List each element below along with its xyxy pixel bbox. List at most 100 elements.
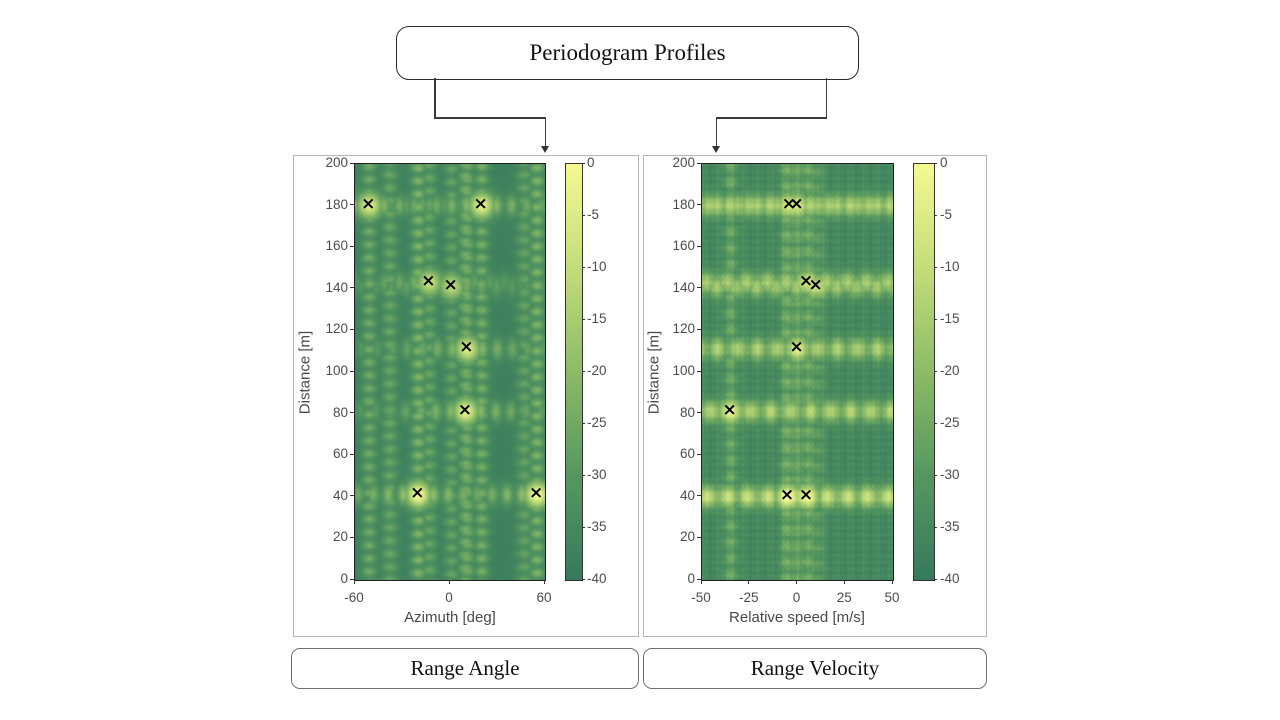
colorbar-tick-label: -15	[587, 311, 607, 326]
target-marker: ×	[779, 484, 795, 505]
y-tick-label: 0	[687, 571, 695, 586]
x-tick-label: 0	[445, 590, 453, 605]
colorbar-tick	[934, 578, 937, 580]
colorbar-tick	[582, 318, 585, 320]
target-marker: ×	[459, 337, 474, 358]
x-tick	[353, 580, 355, 584]
y-tick	[697, 370, 701, 372]
y-tick-label: 160	[672, 238, 695, 254]
colorbar-tick-label: -10	[587, 259, 607, 274]
y-tick	[697, 536, 701, 538]
connector-right-drop	[825, 78, 827, 118]
target-marker: ×	[457, 399, 472, 420]
colorbar-tick-label: -40	[940, 571, 960, 586]
arrow-down-icon	[540, 146, 549, 153]
colorbar-tick	[582, 526, 585, 528]
colorbar-tick-label: -25	[587, 415, 607, 430]
range-velocity-heatmap	[702, 164, 893, 580]
colorbar-tick-label: -5	[940, 207, 953, 222]
colorbar-tick	[582, 214, 585, 216]
colorbar-tick	[582, 266, 585, 268]
colorbar-tick-label: -35	[940, 519, 960, 534]
colorbar-tick	[934, 266, 937, 268]
y-tick	[697, 412, 701, 414]
colorbar-tick	[934, 214, 937, 216]
y-tick-label: 60	[332, 446, 348, 462]
colorbar-tick	[934, 474, 937, 476]
y-tick-label: 140	[325, 279, 348, 295]
x-tick-label: 50	[884, 590, 900, 605]
y-tick-label: 80	[332, 404, 348, 420]
y-tick	[350, 204, 354, 206]
connector-right-horizontal	[716, 117, 827, 119]
x-tick-label: -50	[691, 590, 711, 605]
y-tick	[350, 245, 354, 247]
colorbar-tick-label: 0	[940, 155, 948, 170]
connector-left-down	[544, 117, 546, 147]
colorbar-tick	[934, 318, 937, 320]
y-tick	[350, 412, 354, 414]
colorbar-tick-label: -10	[940, 259, 960, 274]
target-marker: ×	[722, 399, 737, 420]
target-marker: ×	[443, 274, 458, 295]
colorbar-tick	[934, 422, 937, 424]
y-tick-label: 180	[672, 196, 695, 212]
y-tick	[697, 245, 701, 247]
y-tick	[697, 328, 701, 330]
y-tick-label: 20	[332, 529, 348, 545]
target-marker: ×	[798, 484, 814, 505]
y-tick-label: 40	[679, 487, 695, 503]
colorbar-tick	[582, 474, 585, 476]
y-tick	[350, 453, 354, 455]
target-marker: ×	[421, 270, 436, 291]
y-tick-label: 80	[679, 404, 695, 420]
y-tick	[350, 495, 354, 497]
colorbar-tick	[934, 162, 937, 164]
y-tick	[697, 495, 701, 497]
x-tick	[700, 580, 702, 584]
colorbar-tick-label: -25	[940, 415, 960, 430]
connector-left-drop	[434, 78, 436, 118]
colorbar-tick	[582, 370, 585, 372]
x-tick-label: 25	[836, 590, 852, 605]
title-box: Periodogram Profiles	[396, 26, 859, 80]
range-angle-label-box: Range Angle	[291, 648, 639, 689]
x-tick	[796, 580, 797, 584]
x-tick-label: -60	[344, 590, 364, 605]
y-tick	[350, 370, 354, 372]
colorbar-tick-label: -40	[587, 571, 607, 586]
colorbar-tick-label: -20	[587, 363, 607, 378]
range-velocity-label-box: Range Velocity	[643, 648, 987, 689]
x-tick	[543, 580, 545, 584]
x-tick	[448, 580, 450, 584]
x-tick-label: -25	[738, 590, 759, 605]
left-x-axis-label: Azimuth [deg]	[404, 609, 496, 626]
y-tick-label: 140	[672, 279, 695, 295]
arrow-down-icon	[711, 146, 720, 153]
x-tick-label: 60	[536, 590, 552, 605]
y-tick-label: 120	[325, 321, 348, 337]
connector-left-horizontal	[434, 117, 546, 119]
range-angle-plot	[354, 163, 546, 581]
y-tick	[697, 578, 701, 580]
colorbar-tick-label: -15	[940, 311, 960, 326]
right-x-axis-label: Relative speed [m/s]	[729, 609, 865, 626]
range-velocity-label: Range Velocity	[750, 656, 880, 680]
target-marker: ×	[789, 337, 804, 358]
y-tick	[350, 578, 354, 580]
colorbar-tick-label: -20	[940, 363, 960, 378]
y-tick	[350, 536, 354, 538]
y-tick-label: 180	[325, 196, 348, 212]
target-marker: ×	[528, 482, 544, 503]
target-marker: ×	[410, 482, 425, 503]
colorbar-tick	[582, 162, 585, 164]
y-tick	[697, 287, 701, 289]
range-angle-heatmap	[355, 164, 545, 580]
range-velocity-plot	[701, 163, 894, 581]
colorbar-tick-label: -30	[940, 467, 960, 482]
target-marker: ×	[781, 193, 796, 214]
y-tick-label: 200	[325, 155, 348, 170]
right-colorbar	[913, 163, 935, 581]
x-tick-label: 0	[792, 590, 801, 605]
colorbar-tick	[934, 526, 937, 528]
